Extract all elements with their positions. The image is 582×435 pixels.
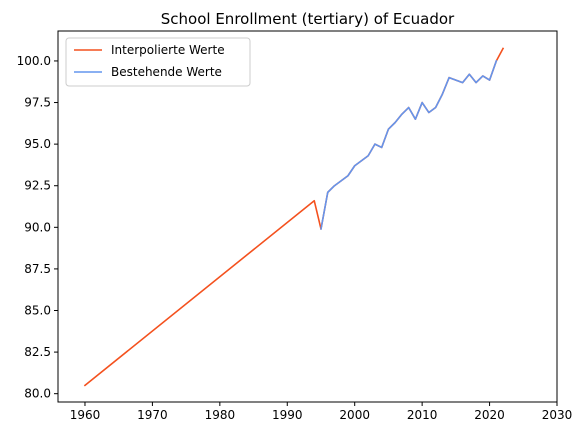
x-tick-label: 1960 [70, 408, 101, 422]
x-tick-label: 1990 [272, 408, 303, 422]
legend: Interpolierte Werte Bestehende Werte [65, 37, 251, 87]
y-tick-label: 82.5 [24, 345, 51, 359]
x-tick-label: 2030 [542, 408, 573, 422]
x-tick-label: 1980 [205, 408, 236, 422]
x-axis: 1960 1970 1980 1990 2000 2010 2020 2030 [70, 402, 573, 422]
legend-label: Interpolierte Werte [111, 43, 225, 57]
y-tick-label: 92.5 [24, 179, 51, 193]
x-tick-label: 2010 [407, 408, 438, 422]
chart-title: School Enrollment (tertiary) of Ecuador [161, 10, 455, 28]
y-axis: 80.0 82.5 85.0 87.5 90.0 92.5 95.0 97.5 100.0 [17, 54, 58, 401]
y-tick-label: 97.5 [24, 96, 51, 110]
plot-lines [83, 47, 505, 387]
axes-frame [57, 30, 558, 403]
y-tick-label: 87.5 [24, 262, 51, 276]
y-tick-label: 85.0 [24, 303, 51, 317]
series-line-existing [320, 59, 498, 230]
x-tick-label: 1970 [137, 408, 168, 422]
x-tick-label: 2020 [474, 408, 505, 422]
y-tick-label: 95.0 [24, 137, 51, 151]
x-tick-label: 2000 [339, 408, 370, 422]
legend-box [65, 37, 251, 87]
legend-label: Bestehende Werte [111, 65, 222, 79]
y-tick-label: 100.0 [17, 54, 51, 68]
y-tick-label: 80.0 [24, 387, 51, 401]
y-tick-label: 90.0 [24, 220, 51, 234]
